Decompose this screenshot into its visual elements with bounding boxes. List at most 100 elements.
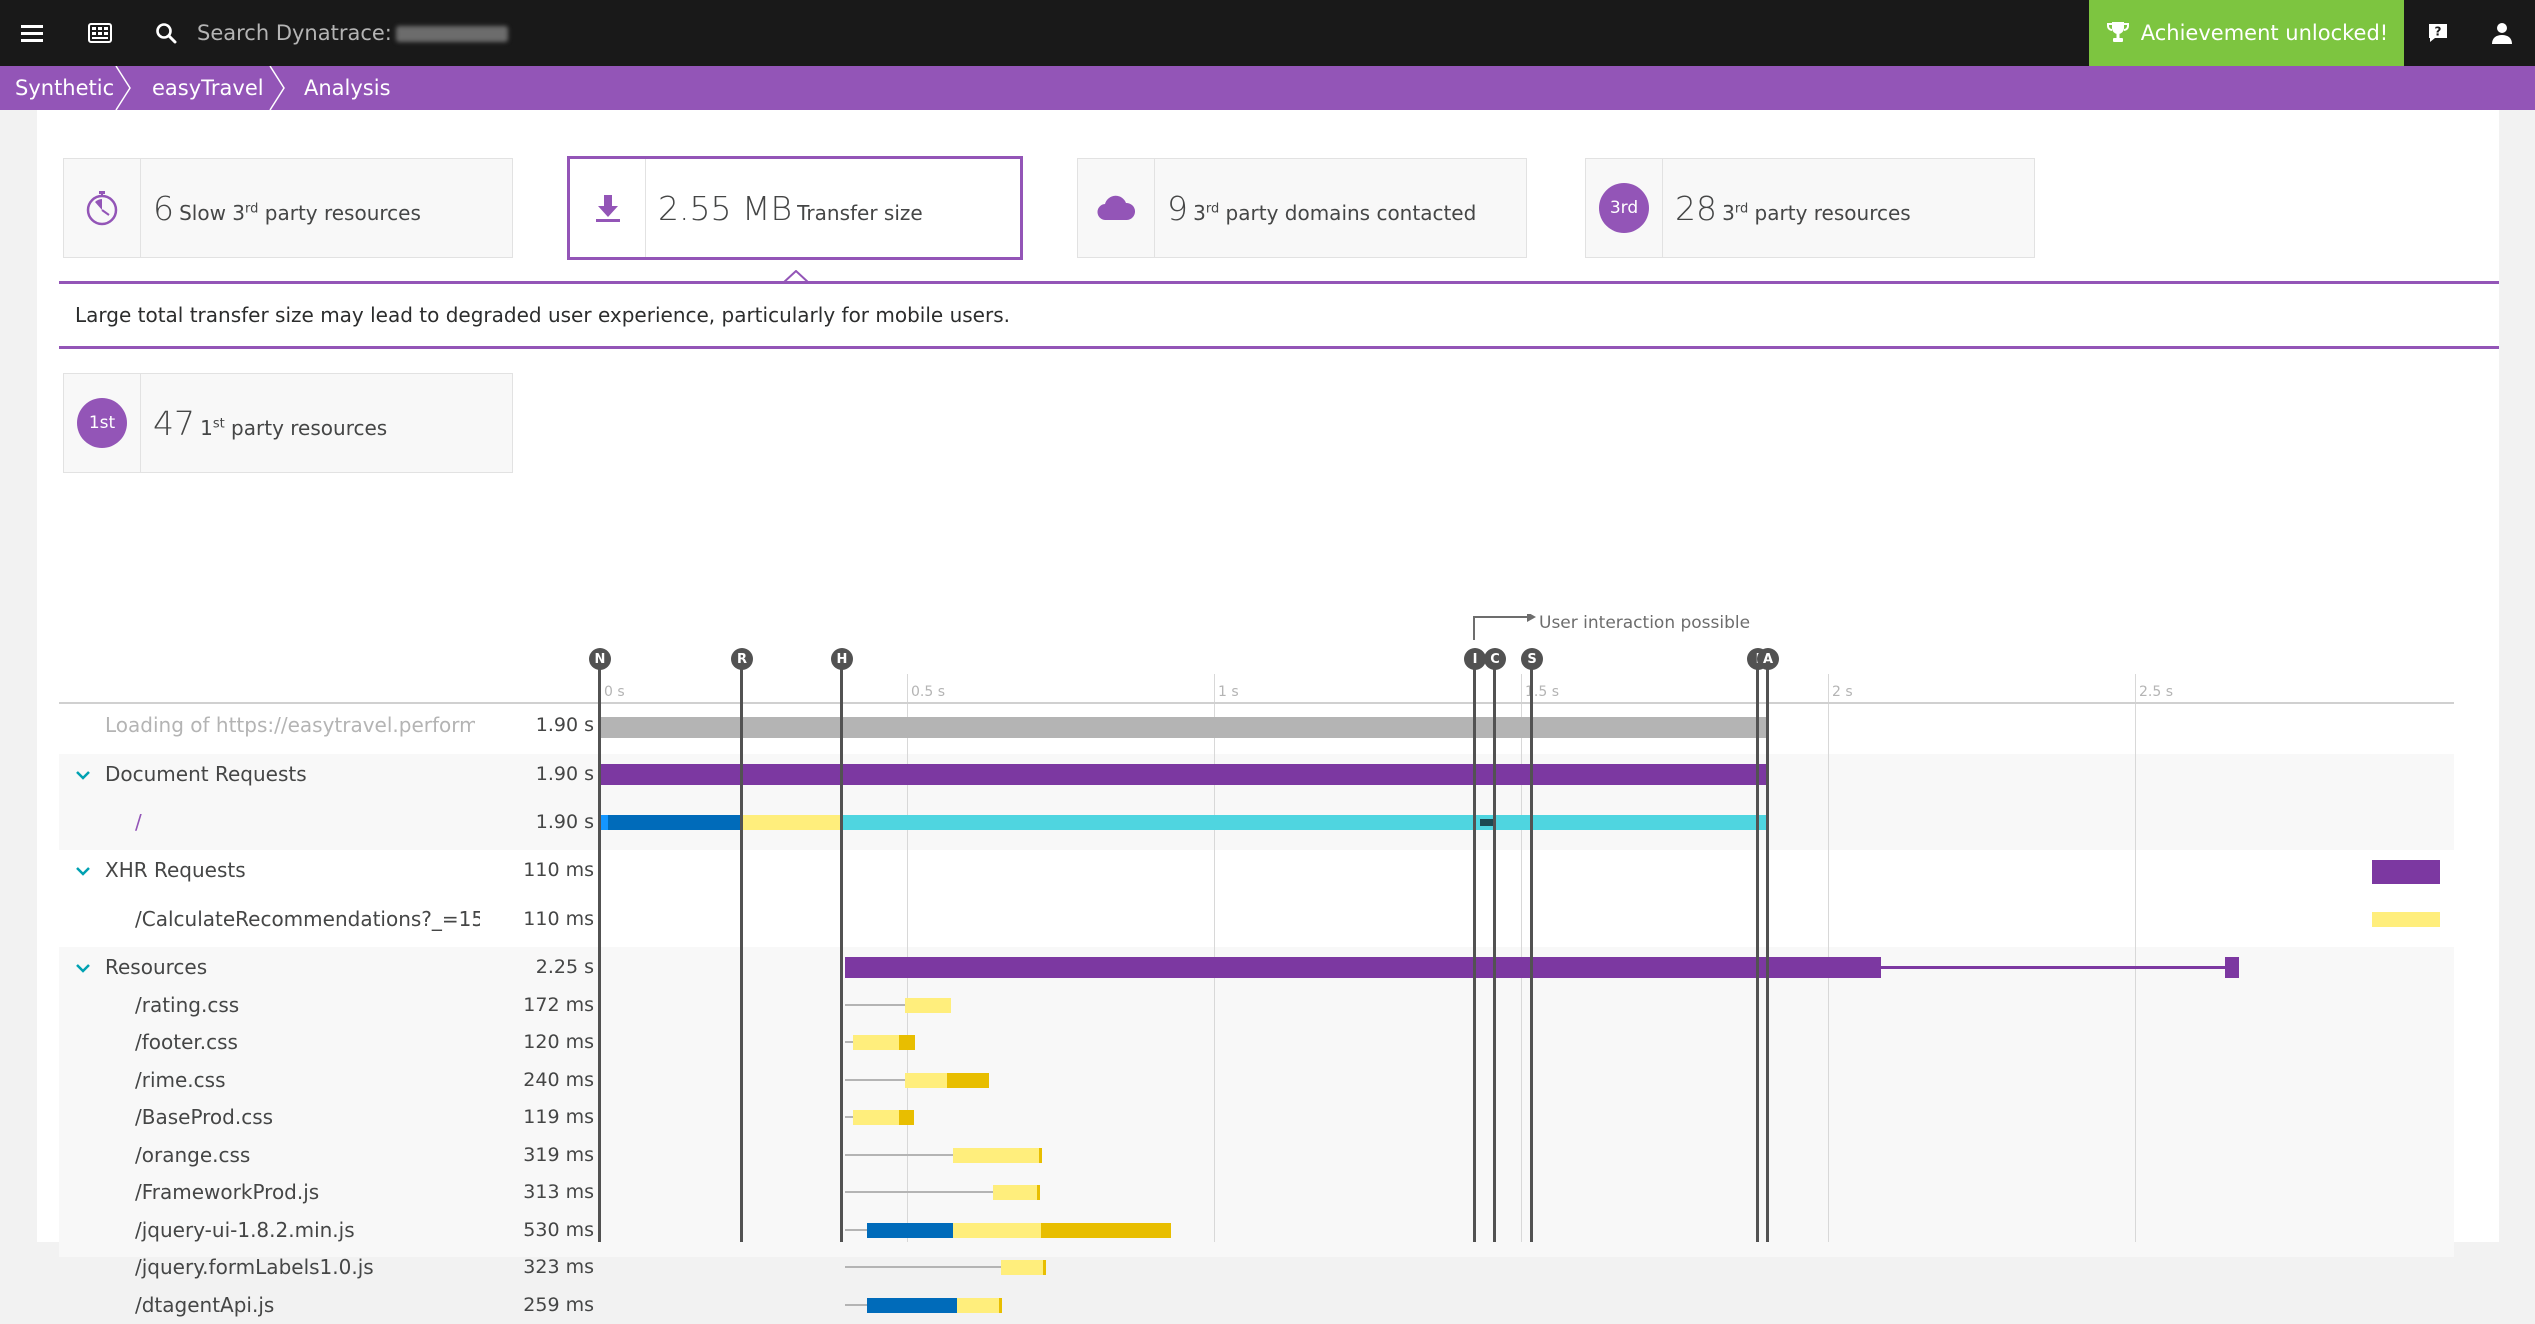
insight-message: Large total transfer size may lead to de… <box>75 303 1010 327</box>
row-name-loading[interactable]: Loading of https://easytravel.perform-20… <box>105 713 475 737</box>
hamburger-menu-icon[interactable] <box>14 0 50 66</box>
transfer-size-card[interactable]: 2.55 MB Transfer size <box>567 156 1023 260</box>
environment-id-blurred <box>395 26 508 42</box>
bar-segment-wait <box>853 1035 899 1050</box>
breadcrumb-analysis[interactable]: Analysis <box>304 76 391 100</box>
row-value: 530 ms <box>523 1219 594 1241</box>
slow-third-party-card[interactable]: 6 Slow 3rd party resources <box>63 158 513 258</box>
timeline-axis <box>59 702 2454 704</box>
top-bar: Search Dynatrace: Achievement unlocked! … <box>0 0 2535 66</box>
bar-segment-queue <box>845 1304 867 1306</box>
card-number: 2.55 MB <box>658 188 793 228</box>
marker-request-start[interactable]: R <box>731 648 753 670</box>
svg-text:?: ? <box>2435 25 2442 39</box>
third-party-resources-card[interactable]: 3rd 28 3rd party resources <box>1585 158 2035 258</box>
search-input[interactable]: Search Dynatrace: <box>197 0 508 66</box>
row-name-jquery-ui[interactable]: /jquery-ui-1.8.2.min.js <box>135 1218 355 1242</box>
breadcrumb-synthetic[interactable]: Synthetic <box>15 76 115 100</box>
card-label: 3rd party domains contacted <box>1193 200 1477 225</box>
bar-xhr-requests <box>2372 860 2440 884</box>
user-icon[interactable] <box>2482 0 2522 66</box>
marker-speed-index[interactable]: S <box>1521 648 1543 670</box>
row-name-rating-css[interactable]: /rating.css <box>135 993 240 1017</box>
bar-segment-wait <box>905 998 951 1013</box>
bar-segment-wait <box>1001 1260 1043 1275</box>
marker-navigation-start[interactable]: N <box>589 648 611 670</box>
row-value: 313 ms <box>523 1181 594 1203</box>
bar-segment-queue <box>845 1079 905 1081</box>
row-name-baseprod-css[interactable]: /BaseProd.css <box>135 1105 274 1129</box>
help-chat-icon[interactable]: ? <box>2418 0 2458 66</box>
bar-segment-queue <box>845 1191 993 1193</box>
row-name-rime-css[interactable]: /rime.css <box>135 1068 226 1092</box>
row-value: 110 ms <box>523 859 594 881</box>
row-name-root-document[interactable]: / <box>135 810 142 834</box>
row-value: 110 ms <box>523 908 594 930</box>
bar-document-requests <box>600 764 1768 785</box>
row-value: 240 ms <box>523 1069 594 1091</box>
row-value: 1.90 s <box>535 763 594 785</box>
row-name-resources[interactable]: Resources <box>105 955 208 979</box>
bar-segment-wait <box>957 1298 999 1313</box>
row-name-jquery-formlabels[interactable]: /jquery.formLabels1.0.js <box>135 1255 374 1279</box>
marker-line-content-loaded <box>1493 660 1496 1242</box>
first-party-resources-card[interactable]: 1st 47 1st party resources <box>63 373 513 473</box>
chevron-down-icon[interactable] <box>73 765 93 785</box>
gridline <box>2135 674 2136 1242</box>
badge-1st: 1st <box>77 398 127 448</box>
bar-segment-connect <box>867 1298 957 1313</box>
achievement-button[interactable]: Achievement unlocked! <box>2089 0 2404 66</box>
row-name-document-requests[interactable]: Document Requests <box>105 762 307 786</box>
marker-dom-interactive[interactable]: I <box>1464 648 1486 670</box>
row-name-orange-css[interactable]: /orange.css <box>135 1143 251 1167</box>
bar-resources-end <box>2225 957 2239 978</box>
row-name-frameworkprod-js[interactable]: /FrameworkProd.js <box>135 1180 320 1204</box>
tick-label: 1 s <box>1218 684 1239 700</box>
tick-label: 2.5 s <box>2139 684 2174 700</box>
bar-loading <box>600 717 1768 738</box>
bar-segment-queue <box>845 1154 953 1156</box>
search-icon[interactable] <box>148 0 184 66</box>
row-value: 120 ms <box>523 1031 594 1053</box>
row-name-calculate-recommendations[interactable]: /CalculateRecommendations?_=15280242... <box>135 907 480 931</box>
bar-segment-download <box>899 1110 914 1125</box>
marker-load-end[interactable]: A <box>1757 648 1779 670</box>
first-party-badge-icon: 1st <box>64 374 141 472</box>
marker-line-dom-interactive <box>1473 660 1476 1242</box>
tick-label: 0.5 s <box>911 684 946 700</box>
achievement-label: Achievement unlocked! <box>2140 21 2389 45</box>
row-name-footer-css[interactable]: /footer.css <box>135 1030 238 1054</box>
row-value: 319 ms <box>523 1144 594 1166</box>
card-number: 6 <box>153 188 174 228</box>
breadcrumb-separator <box>269 66 285 110</box>
third-party-domains-card[interactable]: 9 3rd party domains contacted <box>1077 158 1527 258</box>
cloud-icon <box>1078 159 1155 257</box>
row-value: 2.25 s <box>535 956 594 978</box>
bar-segment-download <box>1037 1185 1040 1200</box>
marker-line-load-end <box>1766 660 1769 1242</box>
card-label: Transfer size <box>797 200 923 225</box>
bar-segment-download <box>1039 1148 1042 1163</box>
marker-line-navigation-start <box>598 660 601 1242</box>
row-value: 119 ms <box>523 1106 594 1128</box>
chevron-down-icon[interactable] <box>73 958 93 978</box>
card-number: 9 <box>1167 188 1188 228</box>
bar-segment-connect <box>867 1223 953 1238</box>
bar-segment-wait <box>953 1148 1039 1163</box>
card-label: 1st party resources <box>200 415 388 440</box>
row-name-dtagentapi-js[interactable]: /dtagentApi.js <box>135 1293 275 1317</box>
row-name-xhr-requests[interactable]: XHR Requests <box>105 858 246 882</box>
user-interaction-label: User interaction possible <box>1539 613 1751 633</box>
bar-calculate-recommendations <box>2372 912 2440 927</box>
dashboard-grid-icon[interactable] <box>82 0 118 66</box>
marker-content-loaded[interactable]: C <box>1484 648 1506 670</box>
third-party-badge-icon: 3rd <box>1586 159 1663 257</box>
tick-label: 2 s <box>1832 684 1853 700</box>
marker-line-speed-index <box>1530 660 1533 1242</box>
bar-resources <box>845 957 1881 978</box>
breadcrumb-easytravel[interactable]: easyTravel <box>152 76 264 100</box>
marker-html-downloaded[interactable]: H <box>831 648 853 670</box>
chevron-down-icon[interactable] <box>73 861 93 881</box>
bar-segment-dns <box>600 815 608 830</box>
marker-line-request-start <box>740 660 743 1242</box>
